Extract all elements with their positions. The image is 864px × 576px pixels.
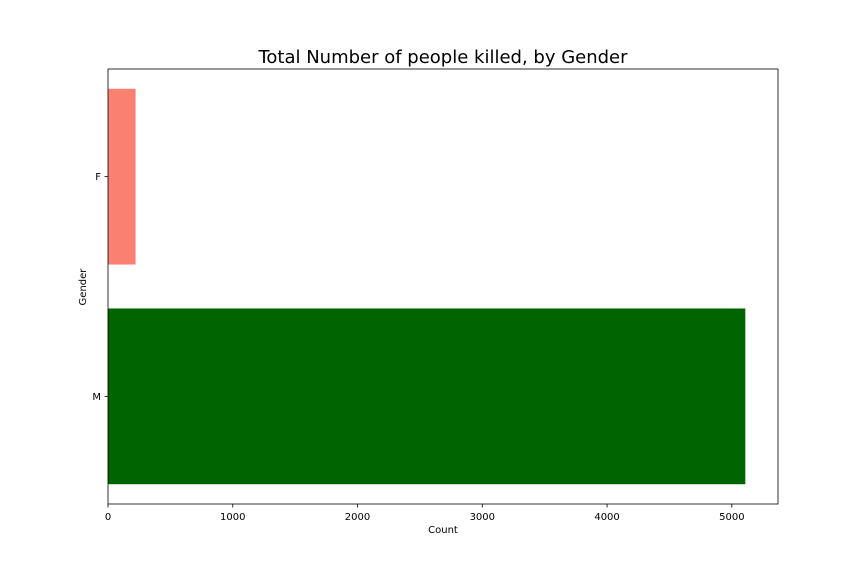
x-tick-label: 1000	[220, 512, 245, 523]
bar-f	[108, 88, 136, 265]
bars-group	[108, 88, 746, 485]
x-axis-label: Count	[428, 525, 458, 536]
y-tick-label: F	[95, 172, 101, 183]
bar-m	[108, 308, 746, 485]
x-tick-label: 2000	[345, 512, 370, 523]
x-tick-label: 5000	[719, 512, 744, 523]
x-tick-label: 3000	[470, 512, 495, 523]
x-axis-ticks: 0 1000 2000 3000 4000 5000	[105, 504, 745, 523]
x-tick-label: 0	[105, 512, 111, 523]
y-axis-label: Gender	[78, 268, 89, 306]
chart-title: Total Number of people killed, by Gender	[257, 47, 628, 68]
y-axis-ticks: MF	[92, 172, 108, 403]
x-tick-label: 4000	[594, 512, 619, 523]
y-tick-label: M	[92, 392, 101, 403]
plot-frame	[107, 68, 779, 505]
